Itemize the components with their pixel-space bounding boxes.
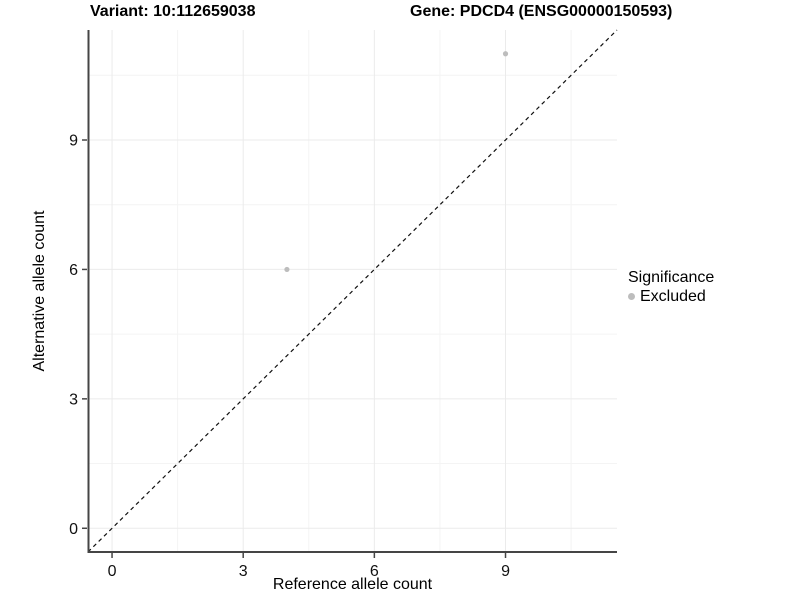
legend-item-label: Excluded	[640, 288, 706, 305]
legend: Significance Excluded	[628, 268, 714, 306]
svg-text:0: 0	[108, 563, 117, 580]
svg-text:9: 9	[69, 133, 78, 150]
legend-title: Significance	[628, 269, 715, 286]
variant-title: Variant: 10:112659038	[90, 3, 256, 20]
x-axis-title: Reference allele count	[272, 576, 433, 593]
svg-text:3: 3	[69, 391, 78, 408]
svg-text:0: 0	[69, 521, 78, 538]
legend-item-excluded: Excluded	[628, 287, 714, 306]
plot-panel: 0 3 6 9 0 3 6 9	[69, 29, 618, 580]
svg-text:3: 3	[239, 563, 248, 580]
excluded-point-icon	[628, 293, 635, 300]
y-axis-title: Alternative allele count	[31, 210, 48, 372]
gene-title: Gene: PDCD4 (ENSG00000150593)	[410, 3, 673, 20]
svg-text:9: 9	[501, 563, 510, 580]
svg-text:6: 6	[69, 262, 78, 279]
svg-text:6: 6	[370, 563, 379, 580]
